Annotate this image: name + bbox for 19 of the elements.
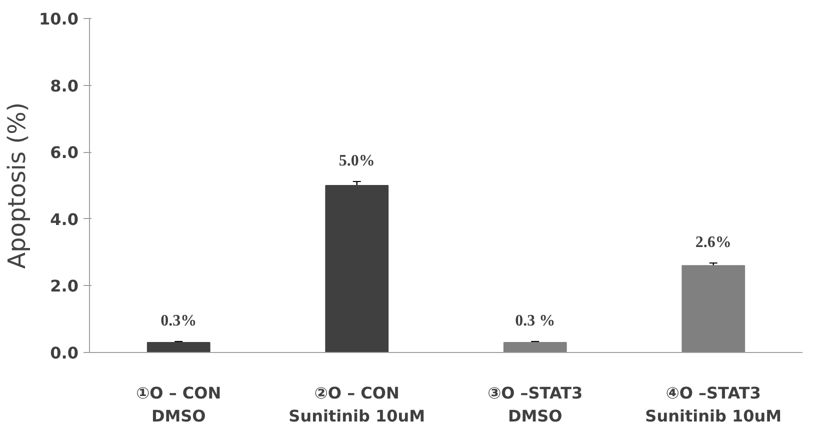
y-tick-label: 8.0 bbox=[50, 76, 78, 96]
y-tick-label: 0.0 bbox=[50, 344, 78, 362]
bar bbox=[503, 342, 567, 352]
bar bbox=[682, 265, 746, 352]
x-tick-label: ②O – CON Sunitinib 10uM bbox=[288, 384, 426, 426]
x-tick-label: ④O –STAT3 Sunitinib 10uM bbox=[645, 384, 782, 426]
bar bbox=[146, 342, 210, 352]
data-label: 2.6% bbox=[695, 234, 732, 251]
y-tick-label: 2.0 bbox=[50, 276, 78, 296]
y-axis-title: Apoptosis (%) bbox=[3, 102, 32, 269]
data-label: 0.3 % bbox=[515, 312, 556, 330]
y-tick-label: 6.0 bbox=[50, 143, 78, 162]
bar bbox=[325, 185, 389, 352]
y-tick-label: 10.0 bbox=[39, 10, 79, 28]
x-tick-label: ③O –STAT3 DMSO bbox=[488, 384, 583, 426]
x-tick-label: ①O – CON DMSO bbox=[136, 384, 222, 426]
data-label: 0.3% bbox=[160, 312, 197, 330]
y-tick-label: 4.0 bbox=[50, 210, 78, 229]
data-label: 5.0% bbox=[338, 152, 375, 170]
